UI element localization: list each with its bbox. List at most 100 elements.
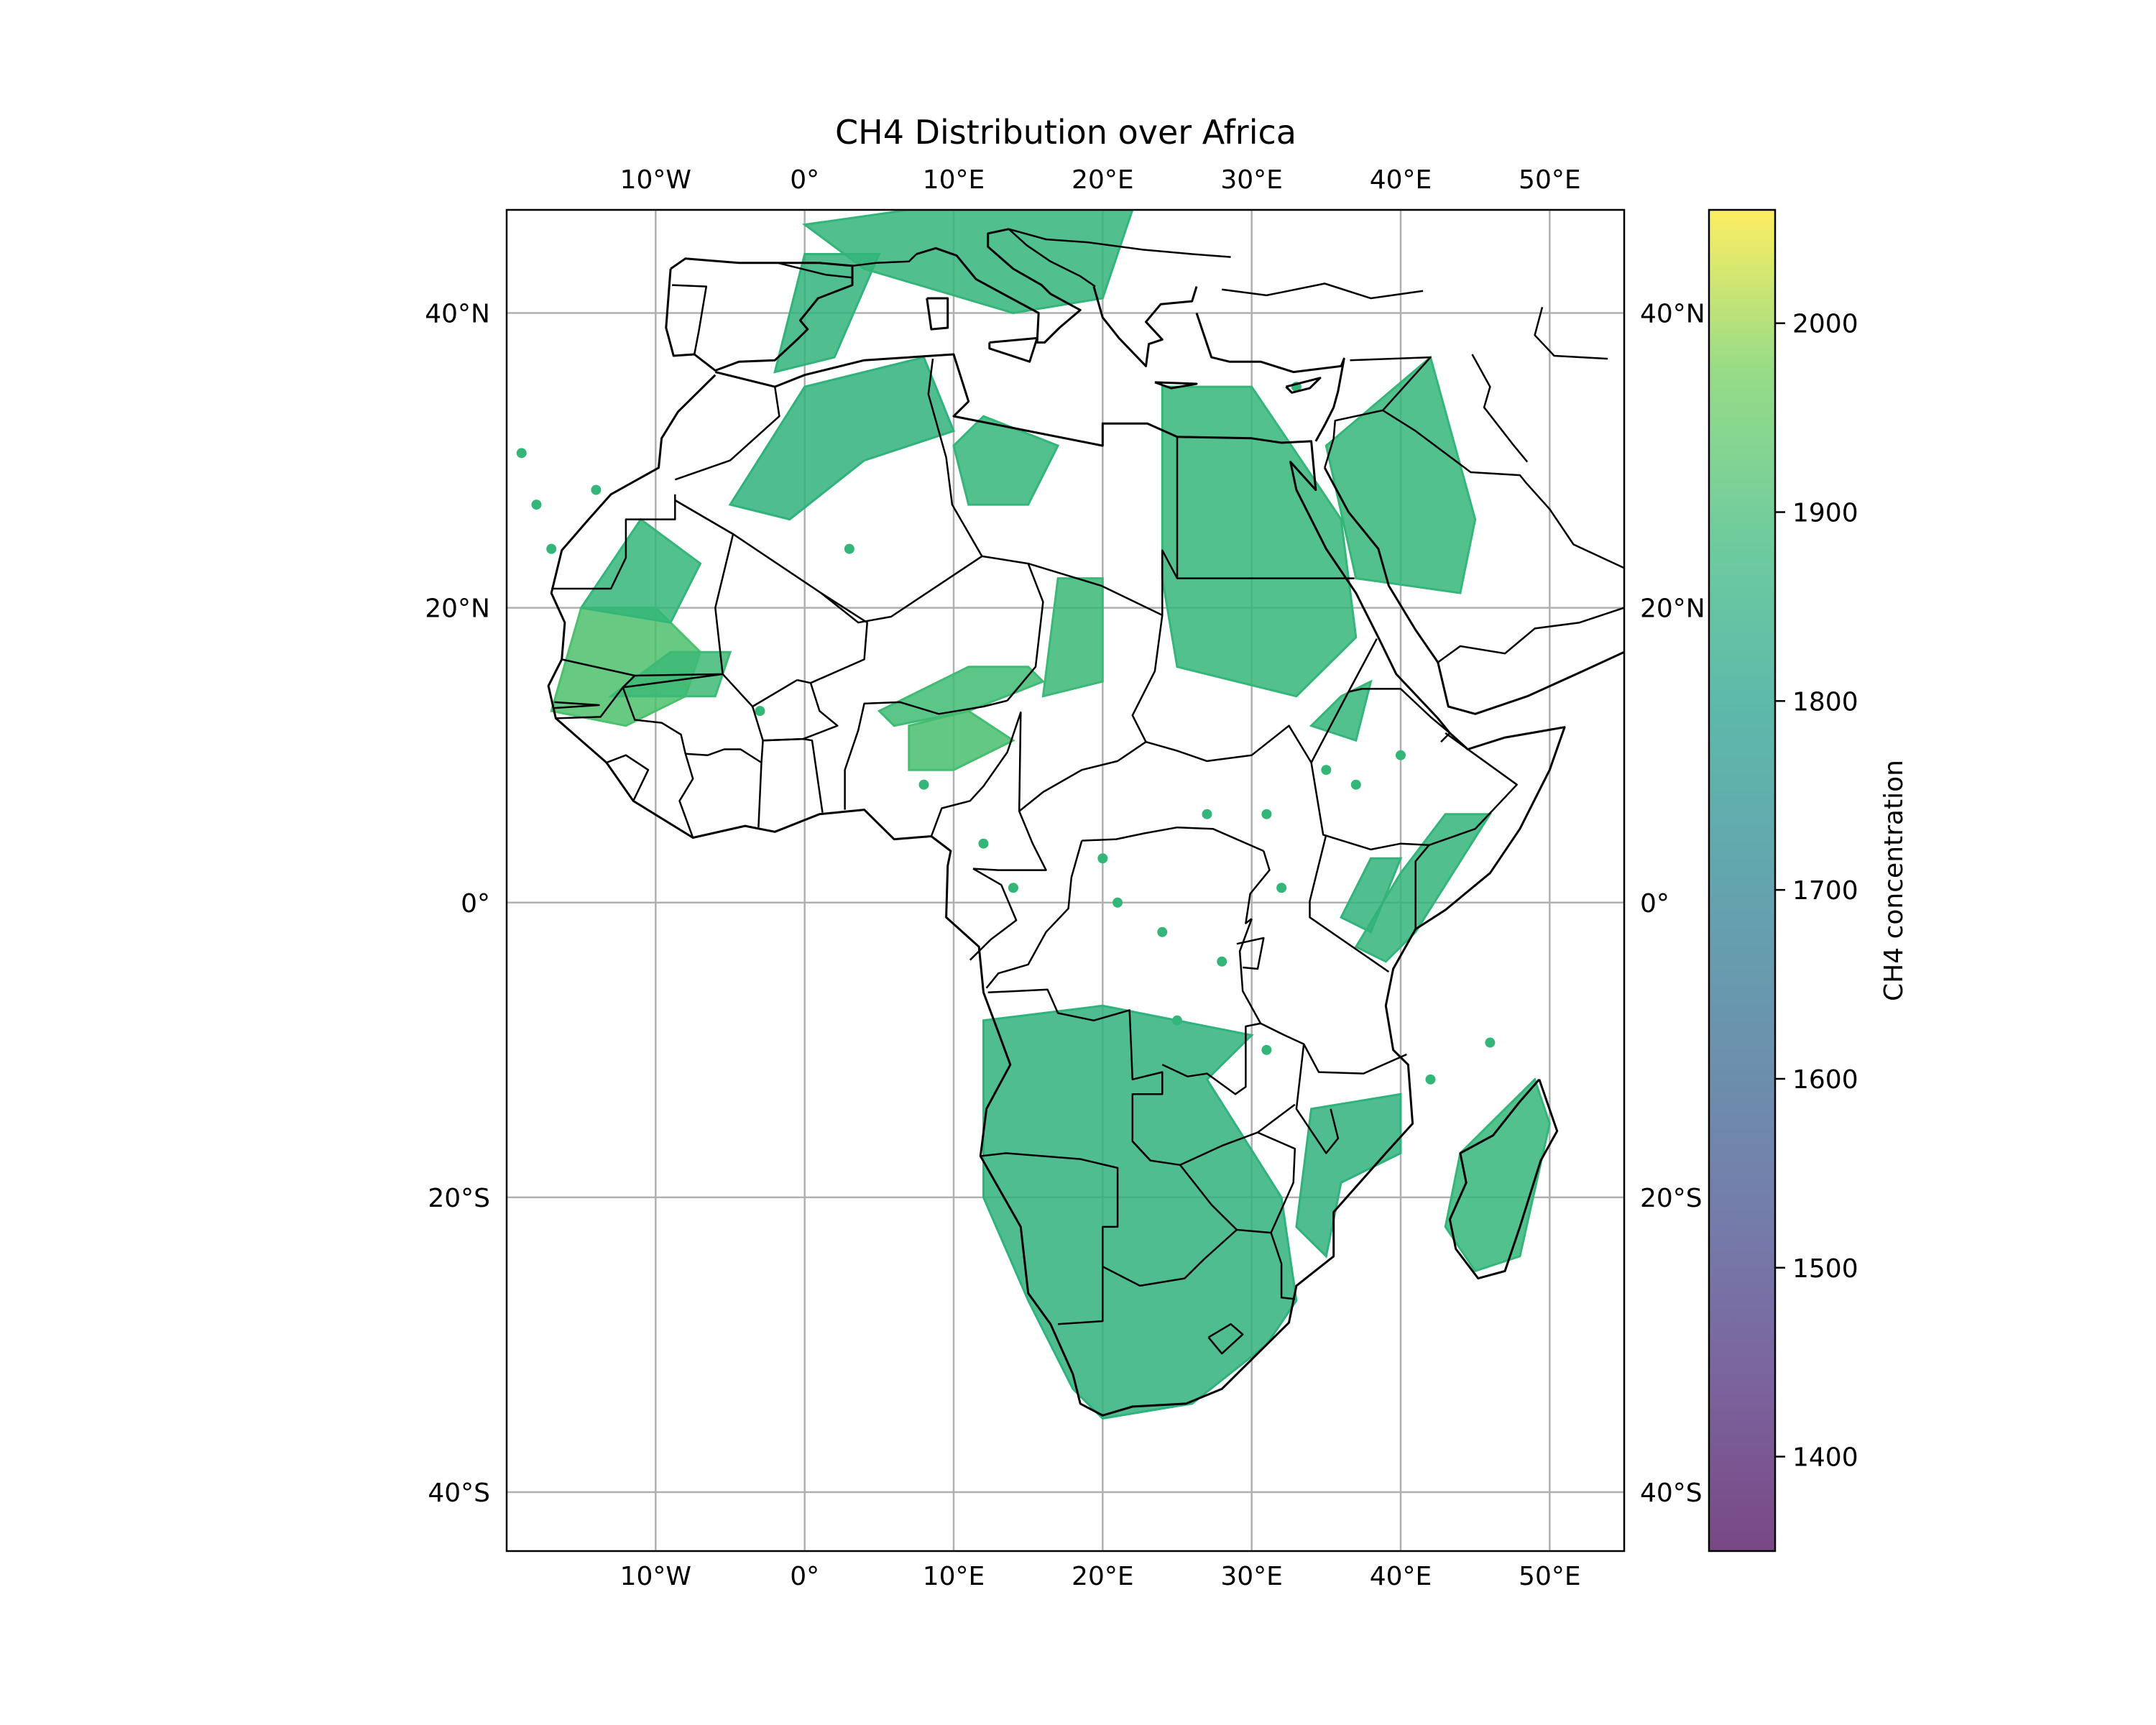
border-car-north <box>1018 741 1147 812</box>
coastline-greece <box>1092 286 1198 367</box>
y-tick-label-right: 20°N <box>1640 594 1705 624</box>
swath-egypt-sudan-swath <box>1161 385 1358 698</box>
chart-title: CH4 Distribution over Africa <box>835 113 1296 152</box>
border-senegal-gambia <box>556 658 636 719</box>
swath-algeria-swath <box>728 356 955 521</box>
border-guinea-mali <box>622 673 798 754</box>
swath-dot <box>1157 926 1168 937</box>
border-sudan-south <box>1146 638 1378 764</box>
border-iran-iraq <box>1471 354 1529 463</box>
swath-chad-swath <box>1041 577 1104 698</box>
y-tick-label-left: 40°S <box>428 1478 490 1508</box>
border-rwanda-burundi <box>1236 937 1265 970</box>
coastline-madagascar <box>1448 1078 1559 1280</box>
border-guinea-sierra <box>606 754 650 801</box>
border-france-spain <box>778 262 853 279</box>
x-tick-label-top: 10°W <box>620 165 691 195</box>
border-uganda-drc <box>1245 850 1271 924</box>
border-portugal-spain <box>672 284 708 355</box>
swath-dot <box>1396 750 1406 760</box>
coastline-sicily <box>988 336 1038 363</box>
coastline-sardinia <box>926 297 949 331</box>
x-tick-label-top: 40°E <box>1370 165 1432 195</box>
border-algeria-south <box>674 499 983 624</box>
border-niger-chad <box>982 555 1044 702</box>
colorbar-tick-label: 1600 <box>1792 1065 1858 1095</box>
border-mozambique-west <box>1270 1232 1295 1300</box>
y-tick-label-left: 40°N <box>425 300 490 329</box>
x-tick-label-top: 20°E <box>1072 165 1134 195</box>
country-boundaries <box>547 228 1624 1417</box>
border-algeria-libya <box>945 457 983 557</box>
swath-dot <box>546 543 557 554</box>
y-tick-label-left: 20°S <box>428 1184 490 1213</box>
x-tick-label-bottom: 10°E <box>923 1562 985 1591</box>
border-balkans <box>1008 228 1231 258</box>
swath-dot <box>1276 883 1287 893</box>
swath-dot <box>755 706 765 717</box>
swath-southern-africa <box>982 1004 1298 1420</box>
border-congo-drc <box>985 840 1083 989</box>
swath-sudan-east-patch <box>1309 679 1373 742</box>
x-tick-label-bottom: 50°E <box>1519 1562 1581 1591</box>
swath-madagascar <box>1444 1077 1551 1273</box>
swath-dot <box>1261 809 1272 819</box>
x-tick-label-bottom: 40°E <box>1370 1562 1432 1591</box>
x-tick-label-bottom: 10°W <box>620 1562 691 1591</box>
swath-arabia-swath <box>1325 355 1477 594</box>
border-car-drc <box>1082 826 1264 852</box>
border-tanzania-south <box>1260 1022 1407 1075</box>
border-black-sea-south <box>1222 282 1424 300</box>
border-zambia-south <box>1131 1103 1296 1167</box>
x-tick-label-bottom: 0° <box>790 1562 819 1591</box>
x-tick-label-top: 0° <box>790 165 819 195</box>
y-tick-label-left: 20°N <box>425 594 490 624</box>
y-tick-label-right: 40°N <box>1640 300 1705 329</box>
swath-libya-patch <box>952 415 1060 506</box>
border-mali-niger <box>797 592 868 684</box>
ch4-data-swaths <box>516 210 1551 1420</box>
y-tick-label-right: 0° <box>1640 889 1669 919</box>
colorbar-tick-label: 1800 <box>1792 687 1858 717</box>
swath-dot <box>1425 1074 1436 1085</box>
border-namibia-botswana <box>980 1152 1119 1325</box>
y-tick-label-right: 20°S <box>1640 1184 1703 1213</box>
border-ghana-togo <box>757 737 824 828</box>
x-tick-label-top: 30°E <box>1220 165 1283 195</box>
swath-dot <box>1008 883 1018 893</box>
border-burkina <box>751 682 839 742</box>
swath-dot <box>1350 779 1361 790</box>
border-nigeria <box>844 699 1008 810</box>
swath-dot <box>516 448 527 459</box>
border-ivory-coast <box>678 748 763 838</box>
border-south-africa-north <box>1102 1229 1238 1287</box>
colorbar-tick-label: 1700 <box>1792 876 1858 906</box>
coastline-italy <box>916 228 1082 344</box>
swath-dot <box>531 500 542 510</box>
border-malawi <box>1295 1044 1340 1154</box>
swath-dot <box>918 779 929 790</box>
border-kenya-tanzania <box>1309 834 1390 973</box>
coastline-crete <box>1154 381 1198 390</box>
swath-chad-niger-band <box>877 666 1046 727</box>
map-frame <box>505 208 1626 1552</box>
y-tick-label-right: 40°S <box>1640 1478 1703 1508</box>
border-drc-east <box>1238 918 1262 1024</box>
y-tick-label-left: 0° <box>461 889 490 919</box>
border-israel-jordan <box>1324 356 1432 469</box>
swath-kenya-patch <box>1340 857 1403 934</box>
border-sudan-chad <box>1131 615 1164 742</box>
swath-dot <box>844 543 854 554</box>
swath-mozambique-patch <box>1295 1092 1402 1259</box>
border-france-south <box>852 253 918 267</box>
border-saudi-iraq <box>1382 409 1624 569</box>
swath-dot <box>1321 765 1332 776</box>
border-angola-drc <box>987 988 1164 1162</box>
colorbar-tick-label: 2000 <box>1792 310 1858 339</box>
border-eritrea-djibouti <box>1348 688 1451 743</box>
colorbar-ticks: 2000 1900 1800 1700 1600 1500 1400 <box>1775 310 1858 1473</box>
swath-dot <box>1485 1037 1496 1048</box>
x-tick-label-bottom: 30°E <box>1220 1562 1283 1591</box>
swath-dot <box>1097 853 1108 864</box>
